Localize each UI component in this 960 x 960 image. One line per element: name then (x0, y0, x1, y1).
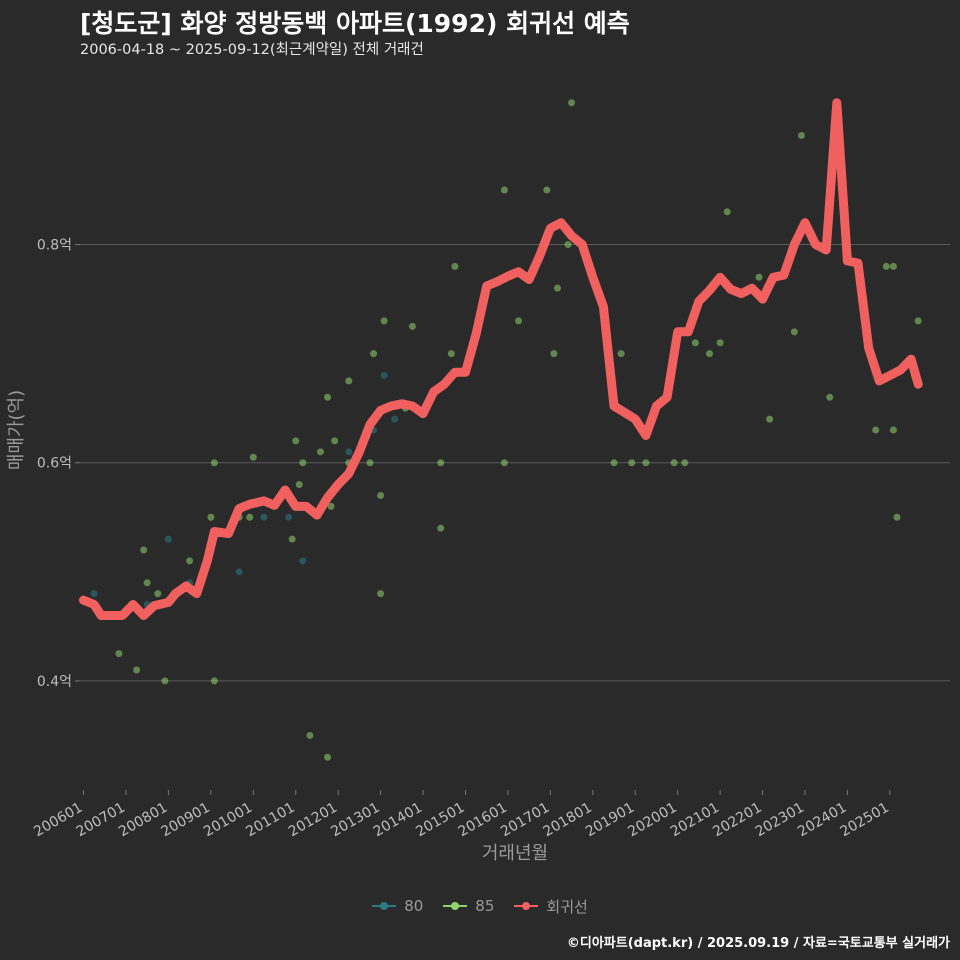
data-point-85 (826, 393, 834, 401)
data-point-85 (872, 426, 880, 434)
trend-line-layer (79, 98, 923, 620)
data-point-85 (186, 557, 194, 565)
legend-item-80[interactable]: 80 (372, 897, 423, 915)
data-point-85 (345, 377, 353, 385)
data-point-85 (564, 241, 572, 249)
legend-label-trend: 회귀선 (546, 897, 588, 916)
data-point-85 (543, 186, 551, 194)
y-tick-label: 0.8억 (37, 238, 72, 254)
data-point-85 (681, 459, 689, 467)
data-point-85 (316, 448, 324, 456)
data-point-85 (249, 453, 257, 461)
data-point-85 (797, 131, 805, 139)
data-point-80 (90, 590, 98, 598)
chart-title: [청도군] 화양 정방동백 아파트(1992) 회귀선 예측 (80, 9, 630, 38)
data-point-80 (391, 415, 399, 423)
data-point-85 (691, 339, 699, 347)
legend-item-85[interactable]: 85 (443, 897, 494, 915)
data-point-85 (377, 590, 385, 598)
data-point-85 (706, 350, 714, 358)
data-point-85 (628, 459, 636, 467)
data-point-85 (292, 437, 300, 445)
data-point-85 (617, 350, 625, 358)
data-point-85 (288, 535, 296, 543)
data-point-85 (408, 322, 416, 330)
data-point-85 (500, 459, 508, 467)
data-point-85 (133, 666, 141, 674)
data-point-85 (115, 650, 123, 658)
data-point-80 (260, 513, 268, 521)
data-point-80 (345, 448, 353, 456)
legend-item-trend[interactable]: 회귀선 (514, 896, 588, 917)
legend-label-85: 85 (475, 897, 495, 915)
data-point-85 (210, 677, 218, 685)
legend-label-80: 80 (404, 897, 424, 915)
data-point-85 (154, 590, 162, 598)
data-point-85 (755, 273, 763, 281)
data-point-85 (207, 513, 215, 521)
data-point-80 (235, 568, 243, 576)
data-point-85 (324, 393, 332, 401)
data-point-85 (299, 459, 307, 467)
data-point-85 (295, 481, 303, 489)
data-point-85 (437, 524, 445, 532)
data-point-85 (515, 317, 523, 325)
data-point-85 (670, 459, 678, 467)
data-point-85 (716, 339, 724, 347)
data-point-80 (164, 535, 172, 543)
data-point-85 (143, 579, 151, 587)
y-tick-label: 0.6억 (37, 456, 72, 472)
data-point-80 (299, 557, 307, 565)
points-layer (90, 99, 922, 761)
data-point-85 (447, 350, 455, 358)
trend-line (79, 98, 923, 620)
x-tick-label: 202501 (838, 800, 892, 841)
data-point-85 (210, 459, 218, 467)
data-point-85 (327, 502, 335, 510)
data-point-85 (246, 513, 254, 521)
x-axis-label: 거래년월 (482, 843, 548, 864)
data-point-85 (889, 262, 897, 270)
chart-subtitle: 2006-04-18 ~ 2025-09-12(최근계약일) 전체 거래건 (80, 42, 424, 58)
data-point-85 (370, 350, 378, 358)
legend-key-80 (372, 900, 397, 912)
data-point-85 (380, 317, 388, 325)
data-point-85 (882, 262, 890, 270)
y-tick-label: 0.4억 (37, 674, 72, 690)
data-point-85 (437, 459, 445, 467)
data-point-80 (285, 513, 293, 521)
data-point-85 (377, 491, 385, 499)
data-point-85 (790, 328, 798, 336)
data-point-85 (451, 262, 459, 270)
data-point-85 (914, 317, 922, 325)
source-caption: ©디아파트(dapt.kr) / 2025.09.19 / 자료=국토교통부 실… (566, 936, 950, 951)
data-point-85 (306, 731, 314, 739)
data-point-85 (553, 284, 561, 292)
axis-layer: 0.4억0.6억0.8억2006012007012008012009012010… (31, 238, 892, 841)
data-point-85 (550, 350, 558, 358)
legend-key-trend (514, 900, 539, 912)
data-point-85 (324, 753, 332, 761)
legend: 80 85 회귀선 (0, 893, 960, 919)
data-point-85 (500, 186, 508, 194)
data-point-80 (380, 371, 388, 379)
data-point-85 (366, 459, 374, 467)
grid-layer (80, 244, 950, 682)
data-point-85 (642, 459, 650, 467)
data-point-85 (568, 99, 576, 107)
data-point-85 (766, 415, 774, 423)
data-point-85 (161, 677, 169, 685)
data-point-85 (140, 546, 148, 554)
data-point-85 (893, 513, 901, 521)
y-axis-label: 매매가(억) (6, 390, 27, 470)
data-point-85 (723, 208, 731, 216)
data-point-85 (331, 437, 339, 445)
data-point-85 (889, 426, 897, 434)
legend-key-85 (443, 900, 468, 912)
data-point-85 (610, 459, 618, 467)
